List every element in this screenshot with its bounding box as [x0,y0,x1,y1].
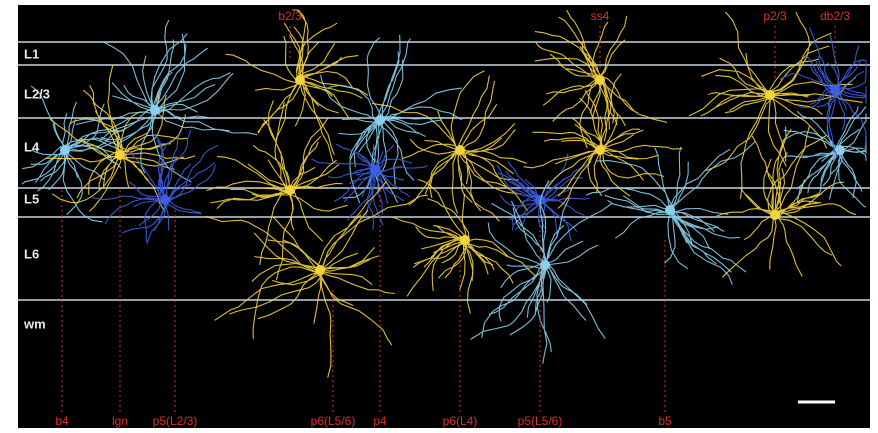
cell-label: db2/3 [820,9,850,23]
soma [375,115,385,125]
soma [60,145,70,155]
cell-label: lgn [112,414,128,428]
cell-label: b4 [55,414,69,428]
soma [830,85,840,95]
soma [455,145,465,155]
cell-label: p6(L5/6) [311,414,356,428]
cell-label: p6(L4) [443,414,478,428]
figure: L1 L2/3 L4 L5 L6 wm b2/3 ss4 p2/3 db2/3 b4 lgn p5(L2… [0,0,878,433]
soma [115,150,125,160]
soma [295,75,305,85]
layer-label: L1 [24,46,39,61]
soma [150,105,160,115]
page: L1 L2/3 L4 L5 L6 wm b2/3 ss4 p2/3 db2/3 b4 lgn p5(L2… [0,0,878,433]
layer-label: wm [23,316,46,331]
soma [460,235,470,245]
cell-label: ss4 [591,9,610,23]
cell-label: p5(L2/3) [153,414,198,428]
cell-label: b5 [658,414,672,428]
soma [665,205,675,215]
layer-label: L6 [24,246,39,261]
cell-label: p4 [373,414,387,428]
soma [315,265,325,275]
cell-label: p2/3 [763,9,787,23]
layer-label: L2/3 [24,86,50,101]
soma [540,260,550,270]
soma [160,195,170,205]
soma [765,90,775,100]
soma [595,145,605,155]
soma [285,185,295,195]
layer-label: L5 [24,191,39,206]
soma [370,165,380,175]
cell-label: b2/3 [278,9,302,23]
soma [595,75,605,85]
cell-label: p5(L5/6) [518,414,563,428]
layer-label: L4 [24,139,40,154]
soma [770,210,780,220]
